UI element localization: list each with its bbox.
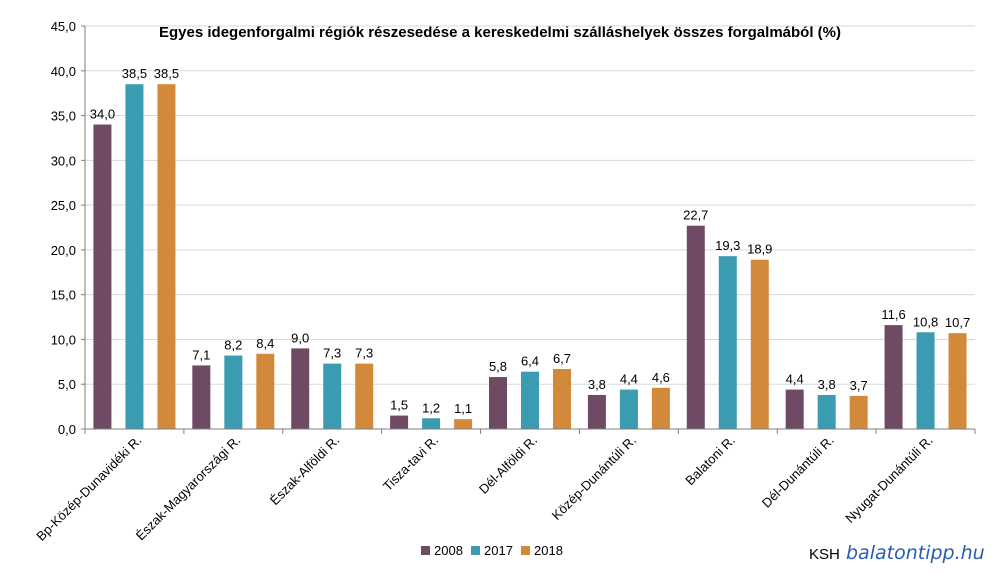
bar-2017 [718, 256, 737, 429]
data-label: 7,1 [192, 347, 210, 362]
category-label: Dél-Dunántúli R. [759, 433, 837, 511]
y-tick-label: 20,0 [51, 243, 76, 258]
grid-lines [85, 25, 975, 385]
data-label: 3,8 [818, 377, 836, 392]
bar-2018 [553, 368, 571, 429]
data-label: 3,8 [588, 377, 606, 392]
legend-label-2008: 2008 [434, 543, 463, 558]
data-label: 5,8 [489, 359, 507, 374]
data-label: 22,7 [683, 208, 708, 223]
data-label: 38,5 [154, 66, 179, 81]
legend-swatch-2017 [471, 546, 480, 555]
bar-2017 [224, 355, 243, 429]
bar-2017 [125, 84, 144, 429]
bar-2008 [884, 325, 903, 429]
legend-label-2017: 2017 [484, 543, 513, 558]
data-label: 19,3 [715, 238, 740, 253]
data-label: 8,2 [224, 338, 242, 353]
bar-2008 [587, 394, 606, 429]
y-tick-label: 5,0 [58, 377, 76, 392]
bar-2008 [93, 124, 112, 429]
bar-2018 [355, 363, 374, 429]
y-tick-label: 10,0 [51, 332, 76, 347]
bar-2017 [521, 371, 539, 429]
bar-2008 [291, 348, 310, 429]
category-label: Dél-Alföldi R. [476, 433, 540, 497]
bar-2018 [750, 259, 769, 429]
source-ksh: KSH [809, 546, 840, 563]
bar-2017 [916, 332, 935, 429]
bar-2008 [390, 415, 409, 429]
category-label: Nyugat-Dunántúli R. [842, 433, 935, 526]
category-label: Közép-Dunántúli R. [549, 433, 639, 523]
data-label: 1,5 [390, 398, 408, 413]
data-label: 7,3 [323, 346, 341, 361]
category-label: Észak-Magyarországi R. [133, 433, 244, 544]
data-label: 1,1 [454, 401, 472, 416]
bar-2018 [157, 84, 176, 429]
data-label: 9,0 [291, 330, 309, 345]
data-label: 38,5 [122, 66, 147, 81]
bar-2017 [323, 363, 342, 429]
data-label: 6,7 [553, 351, 571, 366]
y-tick-label: 15,0 [51, 288, 76, 303]
bar-2018 [651, 387, 670, 429]
source-watermark: balatontipp.hu [846, 542, 985, 564]
category-label: Balatoni R. [682, 433, 738, 489]
bar-2017 [817, 394, 836, 429]
bar-2008 [489, 377, 507, 429]
data-label: 10,8 [913, 314, 938, 329]
bars [93, 84, 967, 429]
y-tick-label: 45,0 [51, 19, 76, 34]
bar-2018 [454, 419, 473, 429]
category-labels: Bp-Közép-Dunavidéki R.Észak-Magyarország… [33, 433, 935, 544]
data-label: 18,9 [747, 242, 772, 257]
bar-2018 [948, 333, 967, 429]
y-tick-label: 0,0 [58, 422, 76, 437]
data-labels: 34,0 38,5 38,5 7,1 8,2 8,4 9,0 7,3 7,3 1,5 1,2 1,1 5… [90, 66, 970, 416]
data-label: 4,4 [620, 372, 638, 387]
legend: 2008 2017 2018 [421, 543, 563, 558]
bar-2018 [256, 353, 275, 429]
data-label: 3,7 [850, 378, 868, 393]
data-label: 7,3 [355, 346, 373, 361]
data-label: 11,6 [881, 307, 905, 322]
data-label: 34,0 [90, 107, 115, 122]
bar-2017 [422, 418, 441, 429]
legend-swatch-2008 [421, 546, 430, 555]
data-label: 6,4 [521, 354, 539, 369]
data-label: 10,7 [945, 315, 970, 330]
y-tick-label: 40,0 [51, 64, 76, 79]
bar-2008 [785, 389, 804, 429]
category-label: Észak-Alföldi R. [267, 433, 342, 508]
bar-2018 [849, 395, 868, 429]
category-label: Tisza-tavi R. [380, 433, 441, 494]
legend-label-2018: 2018 [534, 543, 563, 558]
y-tick-label: 25,0 [51, 198, 76, 213]
data-label: 4,6 [652, 370, 670, 385]
data-label: 4,4 [786, 372, 804, 387]
bar-2008 [686, 225, 705, 429]
data-label: 8,4 [256, 336, 274, 351]
data-label: 1,2 [422, 400, 440, 415]
y-tick-label: 30,0 [51, 153, 76, 168]
chart-title: Egyes idegenforgalmi régiók részesedése … [159, 24, 841, 41]
legend-swatch-2018 [521, 546, 530, 555]
bar-2008 [192, 365, 211, 429]
bar-2017 [619, 389, 638, 429]
axes [84, 26, 976, 434]
y-tick-label: 35,0 [51, 109, 76, 124]
category-label: Bp-Közép-Dunavidéki R. [33, 433, 144, 544]
y-axis-ticks: 0,0 5,0 10,0 15,0 20,0 25,0 30,0 35,0 40,0 45,0 [51, 19, 85, 437]
